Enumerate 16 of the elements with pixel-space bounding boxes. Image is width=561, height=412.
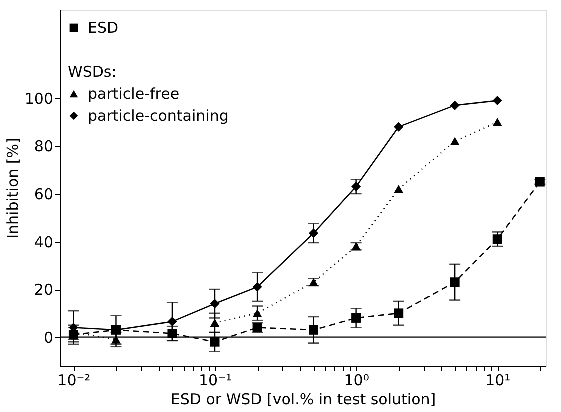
y-tick-label: 80	[34, 138, 54, 156]
x-tick-label: 10⁰	[344, 372, 370, 390]
y-tick-label: 100	[24, 90, 54, 108]
x-tick-label: 10⁻¹	[198, 372, 232, 390]
y-axis-title: Inhibition [%]	[4, 138, 22, 239]
legend-label: particle-free	[88, 85, 180, 103]
legend-label: ESD	[88, 19, 119, 37]
y-tick-label: 40	[34, 233, 54, 252]
legend-label: particle-containing	[88, 107, 229, 125]
annotation: WSDs:	[68, 63, 117, 81]
x-axis-title: ESD or WSD [vol.% in test solution]	[170, 390, 436, 408]
x-tick-label: 10⁻²	[58, 372, 91, 390]
y-tick-label: 20	[34, 281, 54, 300]
y-tick-label: 60	[34, 185, 54, 204]
y-tick-label: 0	[44, 328, 54, 347]
x-tick-label: 10¹	[486, 372, 511, 390]
